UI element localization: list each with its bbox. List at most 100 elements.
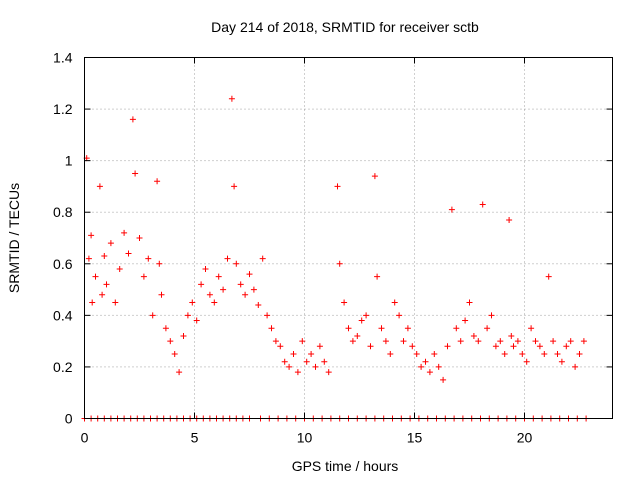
- data-point: [116, 265, 123, 272]
- data-point: [382, 338, 389, 345]
- data-point: [325, 369, 332, 376]
- data-point: [418, 363, 425, 370]
- data-point: [299, 338, 306, 345]
- data-point: [470, 332, 477, 339]
- data-point: [308, 351, 315, 358]
- data-point: [158, 291, 165, 298]
- data-point: [409, 343, 416, 350]
- data-point: [112, 299, 119, 306]
- data-point: [453, 325, 460, 332]
- y-tick-label: 0.6: [53, 256, 73, 272]
- data-point: [334, 183, 341, 190]
- y-tick-label: 1.2: [53, 101, 73, 117]
- data-point: [189, 299, 196, 306]
- data-point: [99, 291, 106, 298]
- data-point: [171, 351, 178, 358]
- y-tick-label: 0.2: [53, 359, 73, 375]
- data-point: [176, 369, 183, 376]
- data-point: [107, 240, 114, 247]
- data-point: [349, 338, 356, 345]
- data-point: [358, 317, 365, 324]
- data-point: [508, 332, 515, 339]
- data-point: [92, 273, 99, 280]
- data-point: [567, 338, 574, 345]
- data-point: [233, 260, 240, 267]
- series-srmtid: [83, 95, 587, 383]
- data-point: [341, 299, 348, 306]
- data-point: [448, 206, 455, 213]
- data-point: [391, 299, 398, 306]
- data-point: [101, 253, 108, 260]
- data-point: [180, 332, 187, 339]
- data-point: [202, 265, 209, 272]
- data-point: [228, 95, 235, 102]
- data-point: [444, 343, 451, 350]
- data-point: [211, 299, 218, 306]
- data-point: [277, 343, 284, 350]
- data-point: [492, 343, 499, 350]
- data-point: [215, 273, 222, 280]
- data-point: [387, 351, 394, 358]
- x-ticks: 0 5 10 15 20: [81, 57, 533, 446]
- data-point: [89, 299, 96, 306]
- data-point: [96, 183, 103, 190]
- x-axis-label: GPS time / hours: [292, 458, 399, 474]
- data-point: [554, 351, 561, 358]
- data-point: [140, 273, 147, 280]
- data-point: [541, 351, 548, 358]
- data-point: [580, 338, 587, 345]
- data-point: [396, 312, 403, 319]
- data-point: [354, 332, 361, 339]
- data-point: [466, 299, 473, 306]
- data-point: [259, 255, 266, 262]
- y-tick-label: 0: [65, 411, 73, 427]
- data-point: [550, 338, 557, 345]
- data-point: [255, 302, 262, 309]
- data-point: [435, 363, 442, 370]
- x-tick-label: 5: [191, 430, 199, 446]
- data-point: [475, 338, 482, 345]
- data-point: [250, 286, 257, 293]
- data-point: [132, 170, 139, 177]
- data-point: [206, 291, 213, 298]
- data-point: [286, 363, 293, 370]
- y-tick-label: 1.4: [53, 50, 73, 66]
- data-point: [378, 325, 385, 332]
- data-point: [374, 273, 381, 280]
- data-point: [321, 358, 328, 365]
- y-tick-label: 0.4: [53, 307, 73, 323]
- data-point: [572, 363, 579, 370]
- data-point: [501, 351, 508, 358]
- data-point: [198, 281, 205, 288]
- data-point: [156, 260, 163, 267]
- data-point: [264, 312, 271, 319]
- data-point: [371, 173, 378, 180]
- data-point: [184, 312, 191, 319]
- data-point: [510, 343, 517, 350]
- plot-frame: [84, 57, 613, 419]
- data-point: [154, 178, 161, 185]
- x-tick-label: 10: [297, 430, 313, 446]
- data-point: [484, 325, 491, 332]
- y-ticks: 0 0.2 0.4 0.6 0.8 1 1.2 1.4: [53, 50, 613, 427]
- data-point: [246, 271, 253, 278]
- data-point: [231, 183, 238, 190]
- data-point: [488, 312, 495, 319]
- data-point: [149, 312, 156, 319]
- data-point: [85, 255, 92, 262]
- data-point: [272, 338, 279, 345]
- data-point: [193, 317, 200, 324]
- chart-title: Day 214 of 2018, SRMTID for receiver sct…: [211, 19, 479, 35]
- data-point: [242, 291, 249, 298]
- data-point: [576, 351, 583, 358]
- data-point: [145, 255, 152, 262]
- data-point: [312, 363, 319, 370]
- data-point: [281, 358, 288, 365]
- data-point: [367, 343, 374, 350]
- data-point: [519, 351, 526, 358]
- data-point: [506, 216, 513, 223]
- data-point: [294, 369, 301, 376]
- points-layer: [81, 95, 590, 422]
- y-tick-label: 1: [65, 153, 73, 169]
- x-tick-label: 20: [517, 430, 533, 446]
